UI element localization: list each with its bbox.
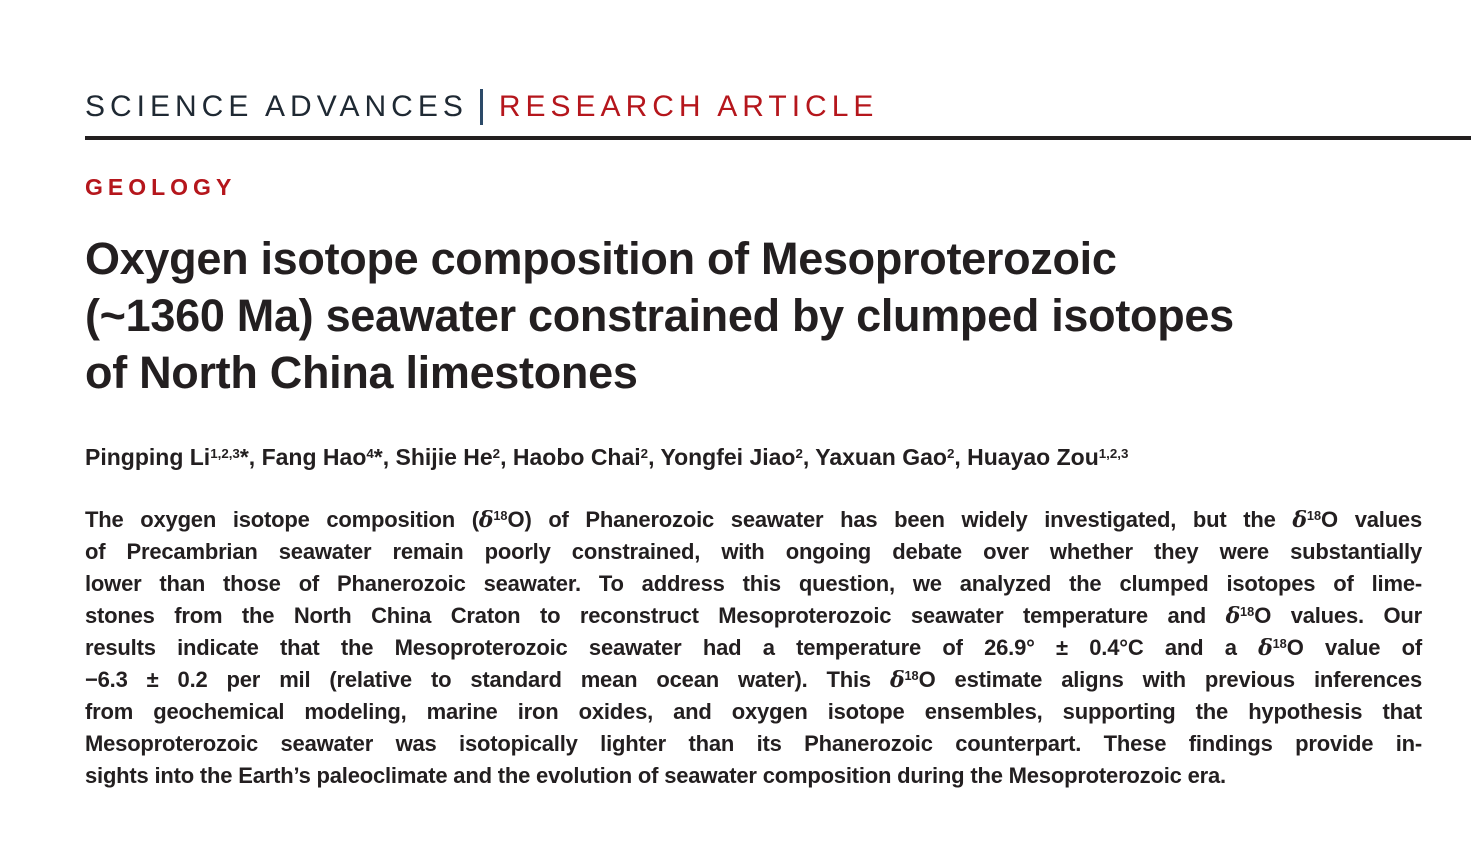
journal-name: SCIENCE ADVANCES xyxy=(85,90,468,123)
section-label: GEOLOGY xyxy=(85,174,237,200)
text-line: The oxygen isotope composition (δ18O) of… xyxy=(85,507,1422,533)
text-line: Mesoproterozoic seawater was isotopicall… xyxy=(85,731,1422,756)
masthead-divider xyxy=(479,89,483,125)
text-line: results indicate that the Mesoproterozoi… xyxy=(85,635,1422,661)
text-line: of North China limestones xyxy=(85,347,638,398)
article-type-label: RESEARCH ARTICLE xyxy=(498,90,879,123)
abstract: The oxygen isotope composition (δ18O) of… xyxy=(85,504,1422,792)
text-line: sights into the Earth’s paleoclimate and… xyxy=(85,763,1226,788)
masthead: SCIENCE ADVANCES RESEARCH ARTICLE xyxy=(85,88,878,126)
text-line: Oxygen isotope composition of Mesoproter… xyxy=(85,233,1117,284)
text-line: from geochemical modeling, marine iron o… xyxy=(85,699,1422,724)
text-line: of Precambrian seawater remain poorly co… xyxy=(85,539,1422,564)
text-line: stones from the North China Craton to re… xyxy=(85,603,1422,629)
masthead-rule xyxy=(85,136,1471,140)
author-list: Pingping Li1,2,3*, Fang Hao4*, Shijie He… xyxy=(85,444,1129,470)
text-line: −6.3 ± 0.2 per mil (relative to standard… xyxy=(85,667,1422,693)
text-line: lower than those of Phanerozoic seawater… xyxy=(85,571,1422,596)
article-title: Oxygen isotope composition of Mesoproter… xyxy=(85,230,1430,401)
text-line: (~1360 Ma) seawater constrained by clump… xyxy=(85,290,1234,341)
